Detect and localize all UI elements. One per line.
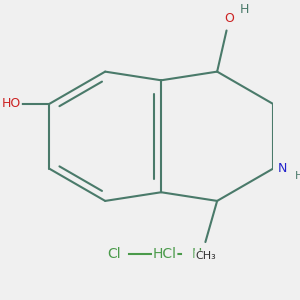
Text: HCl: HCl [153, 247, 177, 261]
Text: H: H [295, 171, 300, 181]
Text: N: N [278, 162, 287, 175]
Text: Cl: Cl [107, 247, 121, 261]
Text: O: O [224, 12, 234, 25]
Text: H: H [191, 247, 202, 261]
Text: HO: HO [2, 98, 21, 110]
Text: H: H [239, 3, 249, 16]
Text: CH₃: CH₃ [195, 251, 216, 261]
